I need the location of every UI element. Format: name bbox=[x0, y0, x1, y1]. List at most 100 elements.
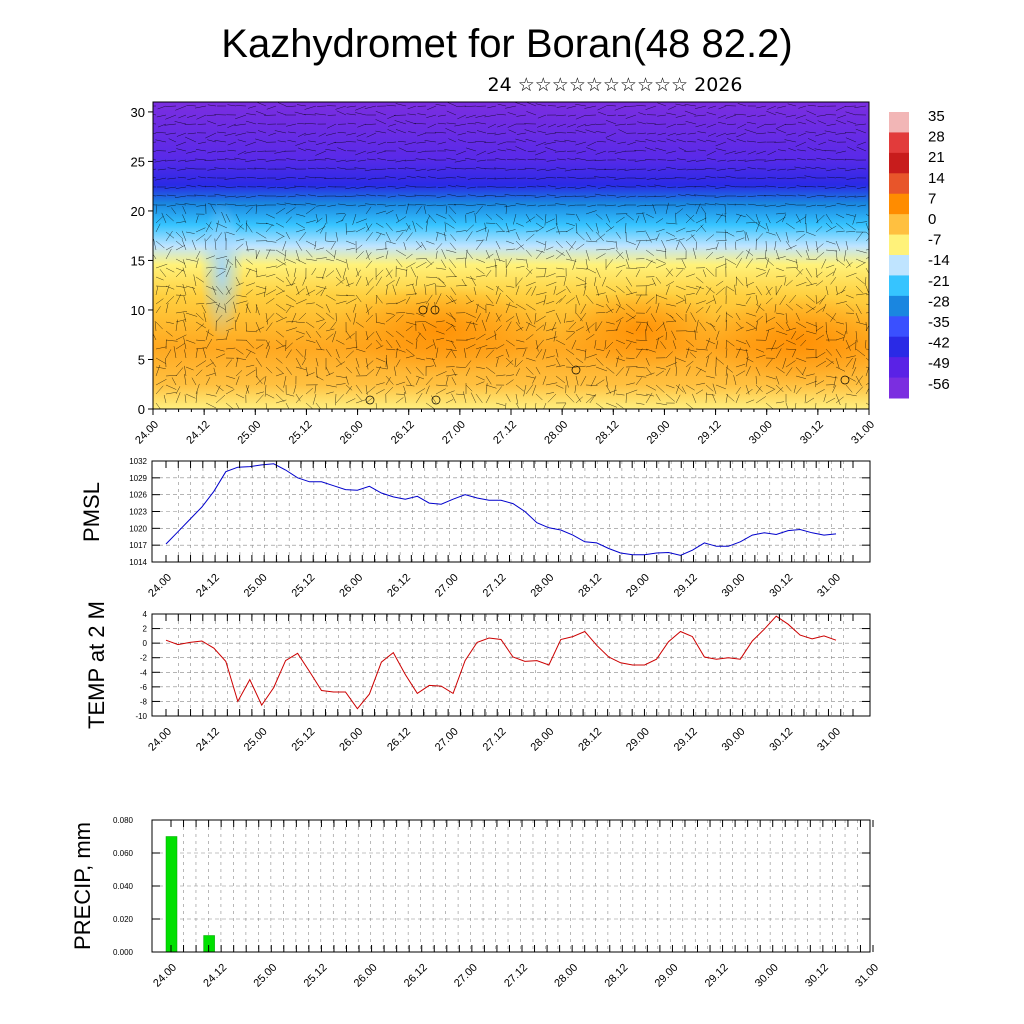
wind-barb bbox=[484, 194, 497, 197]
wind-barb bbox=[458, 139, 467, 143]
wind-barb bbox=[636, 204, 647, 207]
wind-barb bbox=[595, 249, 607, 251]
wind-barb bbox=[435, 213, 447, 219]
wind-barb bbox=[708, 105, 717, 109]
wind-barb bbox=[595, 168, 607, 171]
wind-barb bbox=[677, 168, 687, 170]
wind-barb bbox=[195, 158, 207, 161]
wind-barb bbox=[405, 283, 415, 287]
wind-barb bbox=[635, 212, 645, 215]
wind-barb bbox=[175, 361, 182, 368]
wind-barb bbox=[805, 231, 816, 236]
wind-barb bbox=[495, 357, 499, 368]
wind-barb bbox=[268, 132, 277, 136]
wind-barb bbox=[475, 347, 481, 359]
wind-barb bbox=[807, 159, 817, 161]
wind-barb bbox=[845, 111, 857, 116]
wind-barb bbox=[535, 240, 546, 246]
temp-ylabel: TEMP at 2 M bbox=[84, 601, 109, 729]
wind-barb bbox=[315, 289, 323, 296]
wind-barb bbox=[207, 139, 217, 143]
wind-barb bbox=[487, 150, 497, 155]
wind-barb bbox=[531, 285, 537, 296]
wind-barb bbox=[454, 168, 467, 170]
wind-barb bbox=[815, 306, 826, 314]
x-tick-label: 30.00 bbox=[747, 419, 775, 447]
wind-barb bbox=[345, 366, 353, 374]
wind-barb bbox=[410, 266, 417, 278]
wind-barb bbox=[475, 393, 483, 403]
wind-barb bbox=[356, 132, 367, 137]
wind-barb bbox=[755, 177, 767, 180]
wind-barb bbox=[532, 375, 537, 384]
wind-barb bbox=[395, 103, 407, 107]
wind-barb bbox=[805, 267, 813, 278]
wind-barb bbox=[155, 321, 163, 330]
wind-barb bbox=[475, 303, 479, 314]
wind-barb bbox=[265, 265, 277, 269]
wind-barb bbox=[395, 381, 406, 386]
wind-barb bbox=[475, 375, 485, 381]
wind-barb bbox=[793, 384, 797, 393]
wind-barb bbox=[485, 375, 492, 385]
wind-barb bbox=[575, 276, 585, 282]
wind-barb bbox=[655, 263, 666, 269]
wind-barb bbox=[191, 239, 197, 251]
wind-barb bbox=[405, 325, 413, 332]
wind-barb bbox=[182, 214, 187, 224]
wind-barb bbox=[330, 240, 337, 250]
wind-barb bbox=[495, 386, 502, 395]
wind-barb bbox=[245, 282, 256, 287]
wind-barb bbox=[735, 257, 743, 269]
wind-barb bbox=[707, 132, 717, 137]
wind-barb bbox=[205, 373, 216, 377]
wind-barb bbox=[775, 330, 788, 335]
wind-barb bbox=[845, 258, 851, 267]
wind-barb bbox=[725, 114, 737, 119]
wind-barb bbox=[824, 186, 837, 189]
wind-barb bbox=[227, 123, 237, 128]
wind-barb bbox=[625, 258, 630, 268]
wind-barb bbox=[202, 347, 207, 359]
wind-barb bbox=[513, 213, 517, 225]
wind-barb bbox=[565, 195, 577, 197]
wind-barb bbox=[844, 132, 857, 134]
wind-barb bbox=[705, 251, 714, 260]
wind-barb bbox=[155, 346, 167, 350]
wind-barb bbox=[575, 294, 580, 306]
wind-barb bbox=[705, 355, 709, 368]
wind-barb bbox=[805, 303, 815, 311]
wind-barb bbox=[775, 123, 787, 129]
wind-barb bbox=[835, 366, 846, 372]
wind-barb bbox=[756, 105, 767, 109]
wind-barb bbox=[476, 195, 487, 198]
wind-barb bbox=[617, 114, 627, 117]
wind-barb bbox=[845, 402, 847, 409]
wind-barb bbox=[726, 123, 737, 126]
wind-barb bbox=[625, 303, 636, 312]
wind-barb bbox=[412, 284, 417, 296]
wind-barb bbox=[543, 402, 547, 409]
wind-barb bbox=[716, 168, 727, 171]
wind-barb bbox=[275, 372, 285, 377]
wind-barb bbox=[215, 220, 219, 233]
wind-barb bbox=[185, 258, 197, 262]
wind-barb bbox=[245, 302, 249, 314]
wind-barb bbox=[694, 186, 707, 188]
wind-barb bbox=[175, 386, 181, 395]
wind-barb bbox=[676, 158, 687, 161]
wind-barb bbox=[816, 194, 827, 197]
wind-barb bbox=[451, 393, 457, 404]
wind-barb bbox=[565, 375, 569, 388]
wind-barb bbox=[385, 269, 393, 278]
wind-barb bbox=[625, 285, 633, 294]
wind-barb bbox=[535, 226, 545, 233]
wind-barb bbox=[637, 195, 647, 198]
wind-barb bbox=[607, 114, 617, 117]
wind-barb bbox=[395, 213, 400, 222]
wind-barb bbox=[755, 348, 765, 353]
wind-barb bbox=[255, 304, 258, 314]
wind-barb bbox=[215, 303, 226, 310]
wind-barb bbox=[815, 325, 824, 332]
